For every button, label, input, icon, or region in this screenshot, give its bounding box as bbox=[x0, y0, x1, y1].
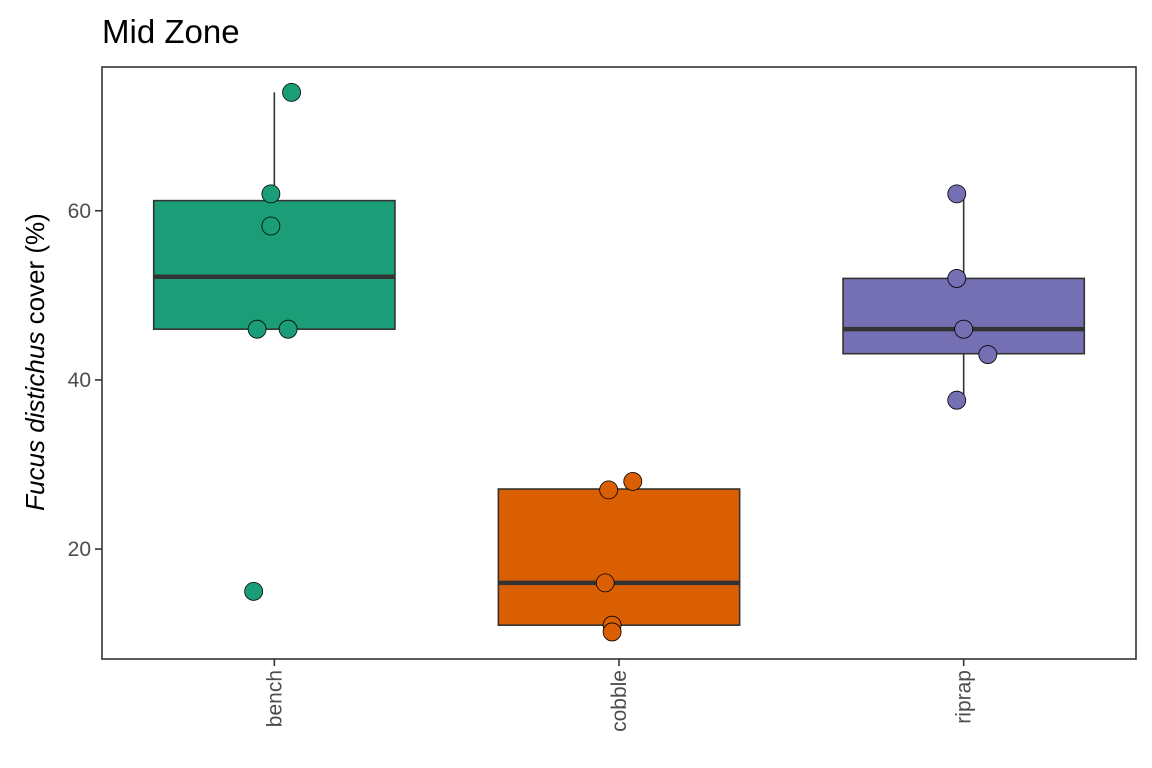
y-tick-label-40: 40 bbox=[68, 369, 91, 392]
data-point-cobble-6 bbox=[623, 471, 643, 491]
data-point-bench-1 bbox=[261, 184, 281, 204]
data-point-bench-0 bbox=[282, 82, 301, 102]
data-point-cobble-8 bbox=[595, 573, 615, 593]
y-tick-label-20: 20 bbox=[68, 538, 91, 561]
x-tick-label-riprap: riprap bbox=[953, 670, 976, 724]
data-point-riprap-12 bbox=[947, 269, 967, 288]
x-tick-label-cobble: cobble bbox=[608, 670, 631, 732]
box-body-cobble bbox=[497, 488, 741, 626]
data-point-riprap-15 bbox=[947, 390, 967, 410]
data-point-bench-4 bbox=[278, 319, 298, 339]
y-axis-label: Fucus distichus cover (%) bbox=[20, 213, 50, 511]
data-point-riprap-14 bbox=[978, 345, 998, 364]
data-point-bench-5 bbox=[244, 581, 264, 601]
data-point-cobble-7 bbox=[599, 480, 619, 500]
panel-border bbox=[101, 66, 1137, 660]
data-point-bench-3 bbox=[247, 319, 267, 339]
box-cobble bbox=[497, 488, 741, 626]
x-axis-ticks: bench cobble riprap bbox=[263, 659, 976, 732]
data-point-cobble-10 bbox=[602, 622, 622, 642]
y-axis-label-species: Fucus distichus bbox=[20, 332, 50, 511]
box-bench bbox=[152, 92, 396, 330]
chart-title: Mid Zone bbox=[102, 13, 240, 50]
y-axis-ticks: 20 40 60 bbox=[68, 200, 102, 561]
data-point-riprap-11 bbox=[947, 184, 967, 204]
data-point-riprap-13 bbox=[954, 319, 974, 339]
plot-area bbox=[152, 82, 1086, 642]
y-axis-label-unit: cover (%) bbox=[20, 213, 50, 331]
box-riprap bbox=[842, 193, 1086, 401]
data-point-bench-2 bbox=[261, 216, 281, 236]
y-tick-label-60: 60 bbox=[68, 200, 91, 223]
x-tick-label-bench: bench bbox=[263, 670, 286, 727]
box-body-riprap bbox=[842, 277, 1086, 355]
